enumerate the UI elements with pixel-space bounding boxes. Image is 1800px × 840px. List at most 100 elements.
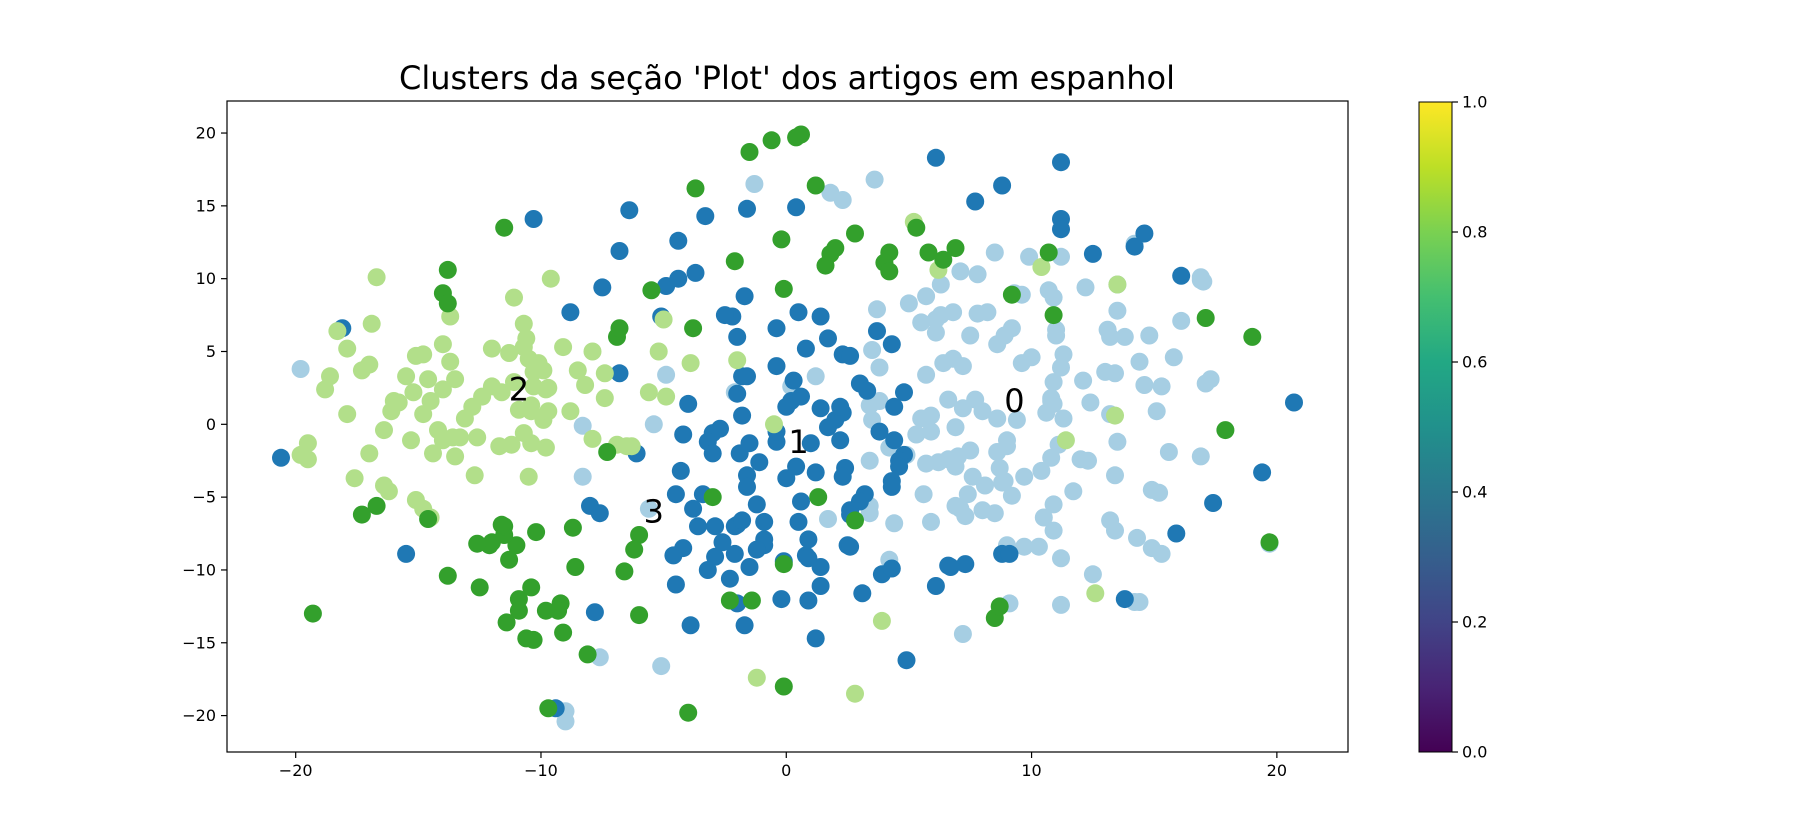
y-axis: −20 −15 −10 −5 0 5 10 15 20 — [182, 124, 227, 725]
data-point-cluster-2 — [338, 339, 357, 358]
data-point-cluster-0 — [863, 341, 882, 359]
data-point-cluster-0 — [652, 657, 671, 676]
data-point-cluster-1 — [740, 434, 759, 453]
data-point-cluster-0 — [868, 300, 886, 319]
data-point-cluster-0 — [961, 441, 980, 460]
data-point-cluster-1 — [666, 485, 685, 504]
data-point-cluster-3 — [615, 562, 634, 581]
data-point-cluster-0 — [1064, 482, 1083, 501]
data-point-cluster-0 — [1147, 402, 1166, 421]
chart-title: Clusters da seção 'Plot' dos artigos em … — [399, 59, 1175, 97]
data-point-cluster-0 — [1052, 549, 1070, 568]
data-point-cluster-2 — [657, 387, 676, 406]
data-point-cluster-1 — [706, 517, 725, 536]
data-point-cluster-1 — [885, 397, 904, 416]
data-point-cluster-1 — [789, 512, 808, 531]
data-point-cluster-3 — [774, 555, 793, 574]
data-point-cluster-3 — [686, 179, 705, 198]
data-point-cluster-0 — [1015, 537, 1034, 556]
x-tick-label: 20 — [1267, 761, 1287, 780]
data-point-cluster-1 — [806, 463, 825, 482]
data-point-cluster-0 — [1032, 461, 1051, 480]
data-point-cluster-2 — [554, 338, 573, 357]
data-point-cluster-2 — [509, 400, 528, 419]
data-point-cluster-0 — [1052, 595, 1070, 614]
y-tick-label: −5 — [192, 488, 216, 507]
data-point-cluster-1 — [882, 335, 901, 354]
data-point-cluster-1 — [926, 148, 945, 167]
data-point-cluster-3 — [554, 623, 573, 642]
data-point-cluster-2 — [433, 380, 452, 399]
data-point-cluster-2 — [568, 361, 587, 380]
data-point-cluster-3 — [792, 125, 810, 144]
data-point-cluster-1 — [715, 306, 734, 325]
data-point-cluster-2 — [429, 421, 447, 440]
data-point-cluster-3 — [934, 250, 953, 269]
data-point-cluster-3 — [684, 319, 703, 338]
data-point-cluster-1 — [725, 544, 744, 563]
data-point-cluster-2 — [389, 393, 408, 412]
data-point-cluster-2 — [482, 377, 501, 396]
data-point-cluster-2 — [352, 361, 371, 380]
data-point-cluster-3 — [1243, 327, 1262, 346]
data-point-cluster-2 — [595, 389, 614, 408]
data-point-cluster-2 — [397, 367, 416, 386]
data-point-cluster-0 — [870, 392, 889, 410]
data-point-cluster-0 — [1044, 495, 1063, 514]
data-point-cluster-2 — [455, 409, 474, 428]
data-point-cluster-1 — [1125, 237, 1144, 256]
data-point-cluster-0 — [1044, 373, 1063, 392]
data-point-cluster-0 — [1191, 447, 1210, 466]
data-point-cluster-1 — [738, 367, 756, 386]
data-point-cluster-3 — [630, 606, 649, 625]
data-point-cluster-3 — [500, 550, 519, 569]
data-point-cluster-0 — [860, 451, 879, 470]
y-tick-label: −20 — [182, 706, 216, 725]
data-point-cluster-2 — [345, 469, 364, 488]
data-point-cluster-0 — [917, 365, 936, 384]
data-point-cluster-1 — [590, 504, 609, 523]
data-point-cluster-0 — [1029, 537, 1048, 556]
data-point-cluster-1 — [674, 425, 693, 444]
data-point-cluster-3 — [703, 488, 722, 507]
data-point-cluster-1 — [767, 357, 786, 376]
data-point-cluster-2 — [536, 438, 555, 457]
data-point-cluster-1 — [792, 492, 810, 511]
data-point-cluster-1 — [767, 319, 786, 338]
data-point-cluster-1 — [895, 383, 913, 402]
data-point-cluster-0 — [968, 265, 987, 284]
data-point-cluster-1 — [738, 199, 756, 218]
data-point-cluster-2 — [362, 314, 381, 333]
data-point-cluster-1 — [787, 198, 806, 217]
data-point-cluster-1 — [882, 559, 901, 578]
data-point-cluster-1 — [593, 278, 612, 297]
data-point-cluster-1 — [1000, 544, 1019, 563]
data-point-cluster-3 — [625, 540, 644, 559]
data-point-cluster-2 — [505, 373, 523, 392]
data-point-cluster-0 — [963, 467, 982, 486]
y-tick-label: 5 — [206, 342, 216, 361]
data-point-cluster-1 — [956, 555, 975, 574]
colorbar-tick-label: 0.4 — [1462, 483, 1487, 502]
data-point-cluster-0 — [995, 472, 1014, 491]
data-point-cluster-0 — [1015, 467, 1034, 486]
data-point-cluster-0 — [1044, 394, 1063, 413]
data-point-cluster-3 — [419, 510, 438, 528]
data-point-cluster-1 — [524, 210, 543, 228]
data-point-cluster-0 — [912, 409, 931, 428]
data-point-cluster-2 — [414, 405, 433, 424]
data-point-cluster-2 — [328, 322, 347, 341]
data-point-cluster-1 — [993, 176, 1012, 195]
data-point-cluster-0 — [922, 512, 940, 531]
data-point-cluster-0 — [870, 358, 889, 377]
data-point-cluster-0 — [951, 262, 970, 281]
data-point-cluster-2 — [406, 346, 425, 365]
data-point-cluster-1 — [806, 629, 825, 648]
data-point-cluster-1 — [720, 569, 739, 588]
data-point-cluster-1 — [926, 577, 945, 595]
data-point-cluster-0 — [1054, 409, 1073, 428]
data-point-cluster-1 — [669, 269, 688, 288]
data-point-cluster-3 — [509, 601, 528, 620]
data-point-cluster-2 — [316, 380, 335, 399]
data-point-cluster-0 — [573, 416, 592, 435]
